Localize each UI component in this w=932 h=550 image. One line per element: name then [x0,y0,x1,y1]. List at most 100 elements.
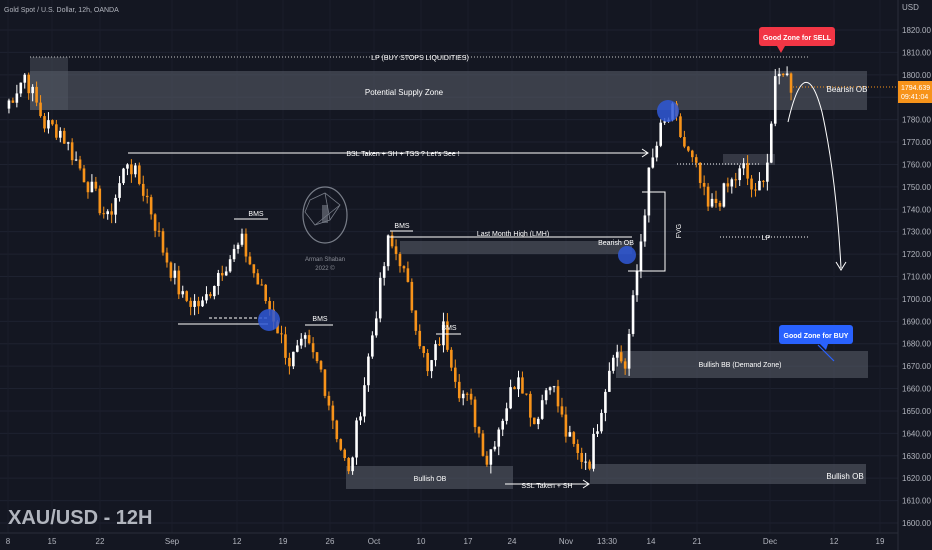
fvg-label: FVG [676,224,683,238]
candle-body [165,252,169,263]
candle-body [718,203,722,207]
x-tick-label: Dec [763,537,777,546]
candle-body [74,159,78,161]
lp-top-label: LP (BUY STOPS LIQUIDITIES) [371,55,469,62]
candle-body [533,417,536,425]
lmh-label: Last Month High (LMH) [477,231,549,238]
logo-line1: Arman Shaban [305,257,345,263]
candle-body [619,352,623,362]
x-tick-label: Sep [165,537,180,546]
bearish-ob-mid-box [400,241,632,254]
x-tick-label: 26 [326,537,335,546]
x-tick-label: 14 [647,537,656,546]
candle-body [714,198,718,204]
candle-body [414,310,418,331]
candle-body [284,334,287,358]
candle-body [217,273,220,286]
candle-body [90,181,94,193]
projection-arrow-head [835,261,847,271]
candle-body [62,130,66,144]
candle-body [446,321,449,350]
candle-body [371,335,374,357]
candle-body [169,262,173,278]
candle-body [268,301,271,310]
bullish-bb-label: Bullish BB (Demand Zone) [699,362,782,369]
candle-body [564,414,568,437]
buy-badge-bg [779,325,853,344]
candle-body [691,150,694,158]
candle-body [114,197,117,215]
candle-body [296,345,299,352]
candle-body [679,116,682,138]
x-tick-label: 21 [693,537,702,546]
y-tick-label: 1660.00 [902,385,931,394]
candle-body [746,163,749,179]
candle-body [600,412,603,432]
candle-body [536,418,540,425]
candle-body [612,357,615,371]
y-tick-label: 1800.00 [902,71,931,80]
candle-body [189,300,192,307]
candle-body [130,164,133,175]
time-axis[interactable]: 8 15 22 Sep 12 19 26 Oct 10 17 24 Nov 13:30 14 21 Dec 12… [0,532,898,546]
candle-body [260,284,264,286]
candle-body [434,344,437,361]
brain-logo-network [304,192,341,226]
candle-body [485,455,489,465]
candle-body [51,120,54,125]
x-tick-label: 17 [464,537,473,546]
candle-body [663,121,666,123]
y-tick-label: 1750.00 [902,183,931,192]
bullish-bb-zone-box [616,351,868,378]
bsl-arrow-head [641,148,649,158]
x-tick-label: Nov [559,537,573,546]
bms-4-label: BMS [441,325,457,332]
candle-body [236,244,240,249]
candle-body [181,291,185,295]
sell-badge-bg [759,27,835,46]
candle-body [457,381,461,399]
y-tick-label: 1690.00 [902,317,931,326]
candle-body [276,321,279,334]
candle-body [173,270,177,278]
candle-body [82,168,86,183]
candle-body [777,73,781,77]
price-tag-countdown: 09:41:04 [901,94,928,101]
sell-badge-label: Good Zone for SELL [763,35,832,42]
candle-body [422,346,425,353]
candle-body [540,400,544,419]
candle-body [157,230,161,232]
bearish-ob-right-label: Bearish OB [827,85,868,94]
y-tick-label: 1780.00 [902,116,931,125]
y-tick-label: 1770.00 [902,138,931,147]
candle-body [556,386,560,407]
candle-body [205,294,208,301]
fvg-bracket [628,191,666,272]
candle-body [572,432,576,444]
candle-body [86,182,90,193]
candle-body [525,393,528,395]
zones-layer [30,57,868,489]
candle-body [481,433,485,456]
candle-body [252,264,256,274]
candle-body [149,197,153,215]
candle-body [722,183,726,207]
candle-body [327,395,331,406]
candle-body [442,321,445,346]
candle-body [742,163,745,169]
candle-body [450,349,453,368]
candle-body [529,393,532,418]
candle-body [592,433,595,469]
candle-body [726,183,730,187]
candle-body [220,273,224,276]
bms-1-label: BMS [248,211,264,218]
candle-body [307,335,311,344]
candle-body [280,333,283,335]
y-tick-label: 1720.00 [902,250,931,259]
bearish-ob-mid-label: Bearish OB [598,240,634,247]
candle-body [643,215,647,242]
buy-badge: Good Zone for BUY [779,325,853,350]
candle-body [11,100,15,103]
candle-body [758,180,761,191]
y-tick-label: 1630.00 [902,452,931,461]
